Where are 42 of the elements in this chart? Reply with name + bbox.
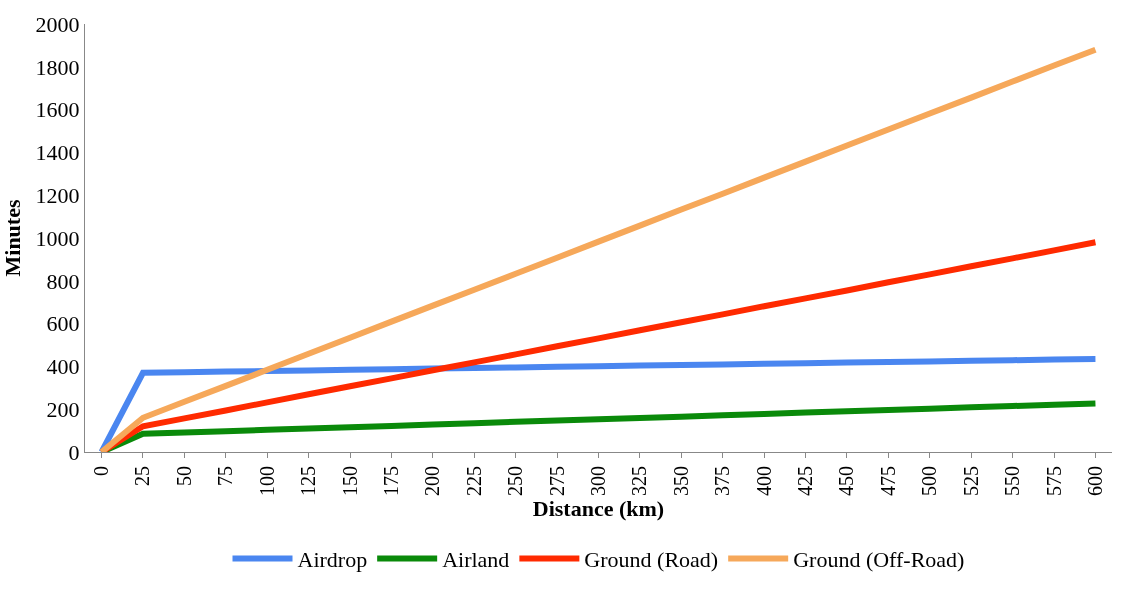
x-tick-label: 0 [90,466,113,476]
x-tick-label: 375 [711,466,734,496]
x-tick-label: 275 [545,466,568,496]
x-tick-label: 475 [876,466,899,496]
x-tick-label: 75 [214,466,237,486]
x-axis-title: Distance (km) [532,496,665,521]
x-tick-label: 300 [587,466,609,496]
y-tick-label: 1600 [35,97,80,123]
y-tick-label: 600 [46,311,80,337]
x-tick-label: 350 [669,466,692,496]
y-tick-label: 400 [46,354,80,380]
x-tick-label: 500 [918,466,941,496]
legend-label: Ground (Road) [584,546,719,572]
x-tick-label: 425 [794,466,817,496]
x-tick-label: 325 [628,466,651,496]
y-axis-title: Minutes [0,199,26,277]
x-tick-label: 175 [379,466,402,496]
x-tick-label: 150 [338,466,361,496]
x-tick-label: 550 [1001,466,1024,496]
y-tick-label: 2000 [35,11,80,37]
y-tick-label: 1400 [35,140,80,166]
x-tick-label: 125 [297,466,320,496]
x-tick-label: 225 [462,466,485,496]
y-tick-label: 200 [46,396,80,422]
x-tick-label: 25 [131,466,154,486]
y-tick-label: 1000 [35,225,80,251]
x-tick-label: 525 [959,466,982,496]
y-tick-label: 1800 [35,54,80,80]
x-tick-label: 50 [172,466,195,486]
x-tick-label: 250 [504,466,527,496]
x-tick-label: 600 [1083,466,1106,496]
x-tick-label: 200 [421,466,444,496]
y-tick-label: 1200 [35,182,80,208]
x-tick-label: 400 [752,466,775,496]
legend-label: Airdrop [297,546,368,572]
legend-label: Ground (Off-Road) [793,546,965,572]
x-tick-label: 100 [255,466,278,496]
y-tick-label: 800 [46,268,80,294]
legend-label: Airland [442,546,510,572]
y-tick-label: 0 [68,439,80,465]
x-tick-label: 450 [835,466,858,496]
x-tick-label: 575 [1042,466,1065,496]
